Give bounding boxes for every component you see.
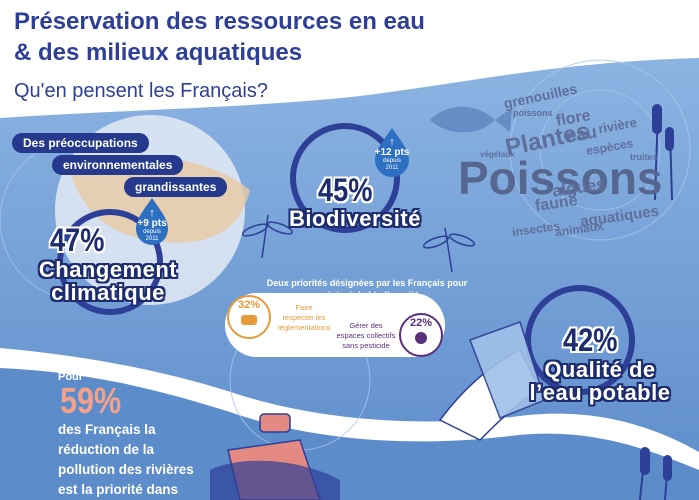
title-line-2: & des milieux aquatiques (14, 39, 303, 66)
concerns-pill-2: environnementales (52, 155, 184, 175)
page-subtitle: Qu'en pensent les Français? (14, 80, 268, 102)
priority-2-line-1: Gérer des (349, 321, 383, 330)
biodiversity-label: Biodiversité (289, 206, 421, 231)
biodiversity-pts: +12 pts (374, 147, 410, 158)
climate-percent: 47% (50, 222, 105, 258)
word-poissons-large: Poissons (458, 152, 663, 204)
priority-2-percent: 22% (409, 317, 433, 329)
priorities-title-line-1: Deux priorités désignées par les Françai… (266, 278, 468, 288)
biodiversity-increase-badge: ↑ +12 pts depuis 2011 (373, 128, 411, 178)
up-arrow-icon: ↑ (149, 207, 155, 219)
climate-since-2: 2011 (145, 236, 159, 242)
word-vegetaux: végétaux (480, 150, 515, 159)
climate-pts: +9 pts (137, 218, 167, 229)
water-drop-icon (375, 128, 409, 177)
priority-1-circle: 32% (227, 295, 271, 339)
pollution-line-4: est la priorité dans (58, 482, 179, 497)
biodiversity-since-1: depuis (383, 158, 401, 164)
concerns-pill-3: grandissantes (124, 177, 228, 197)
concerns-pill-1: Des préoccupations (12, 133, 149, 153)
title-line-1: Préservation des ressources en eau (14, 8, 425, 35)
priority-1-percent: 32% (237, 299, 261, 311)
up-arrow-icon: ↑ (389, 136, 395, 148)
water-label-line-1: Qualité de (544, 357, 656, 382)
water-quality-percent: 42% (563, 322, 618, 358)
climate-label-line-1: Changement (38, 257, 178, 282)
climate-label-line-2: climatique (51, 280, 165, 305)
biodiversity-since-2: 2011 (385, 165, 399, 171)
biodiversity-percent: 45% (318, 172, 373, 208)
priority-1-line-1: Faire (295, 303, 313, 312)
pollution-line-3: pollution des rivières (58, 462, 194, 477)
climate-increase-badge: ↑ +9 pts depuis 2011 (134, 198, 170, 245)
priority-1-text: Faire respecter les réglementations (271, 303, 337, 333)
priority-1-line-2: respecter les (282, 313, 326, 322)
pollution-percent: 59% (60, 380, 122, 421)
priority-2-text: Gérer des espaces collectifs sans pestic… (333, 321, 399, 351)
word-poissons-small: poissons (513, 108, 553, 118)
page-title: Préservation des ressources en eau & des… (14, 6, 425, 68)
pollution-line-1: des Français la (58, 422, 156, 437)
climate-label: Changement climatique (28, 258, 188, 304)
pollution-intro: Pour (58, 371, 84, 383)
gavel-icon (241, 315, 257, 325)
skull-pesticide-icon (415, 332, 427, 344)
pollution-text: des Français la réduction de la pollutio… (58, 420, 218, 500)
priorities-card: 32% Faire respecter les réglementations … (225, 293, 445, 357)
priority-2-line-2: espaces collectifs (336, 331, 396, 340)
priority-2-line-3: sans pesticide (342, 341, 390, 350)
climate-since-1: depuis (143, 229, 161, 235)
word-truites: truites (630, 152, 658, 162)
water-quality-label: Qualité de l’eau potable (520, 358, 680, 404)
priority-2-circle: 22% (399, 313, 443, 357)
pollution-line-2: réduction de la (58, 442, 155, 457)
water-drop-icon (136, 198, 168, 245)
water-label-line-2: l’eau potable (529, 380, 671, 405)
priority-1-line-3: réglementations (277, 323, 331, 332)
